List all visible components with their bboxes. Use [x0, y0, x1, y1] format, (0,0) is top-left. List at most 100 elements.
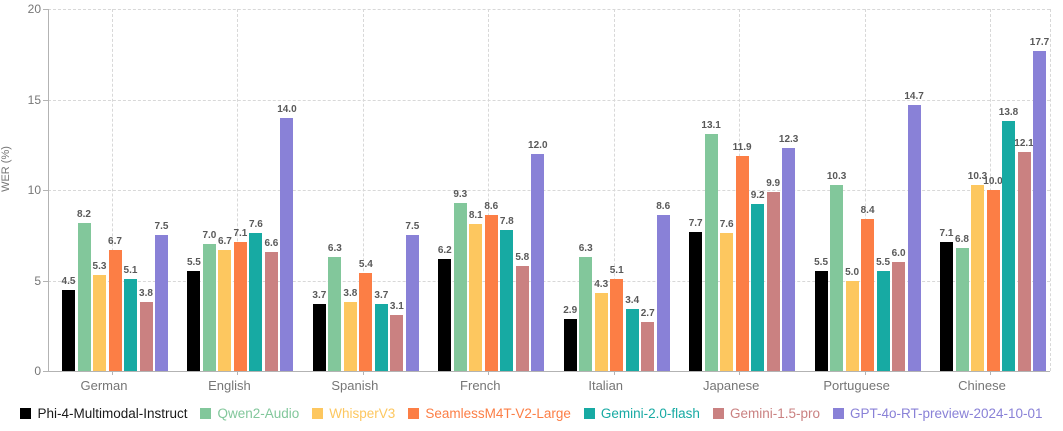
legend-item: Qwen2-Audio	[200, 406, 299, 421]
category-label: German	[80, 378, 128, 393]
category-label: Portuguese	[823, 378, 890, 393]
bar-whisperv3	[594, 293, 608, 371]
bar-gpt-4o-rt-preview-2024-10-01	[907, 104, 921, 371]
x-axis-tick	[362, 371, 364, 375]
legend-label: Gemini-2.0-flash	[600, 406, 700, 421]
legend-label: WhisperV3	[329, 406, 396, 421]
bar-seamlessm4t-v2-large	[610, 278, 624, 371]
bar-value-label: 5.1	[609, 264, 624, 276]
bar-value-label: 5.1	[123, 264, 138, 276]
bar-gpt-4o-rt-preview-2024-10-01	[280, 117, 294, 371]
bar-value-label: 5.8	[515, 252, 530, 264]
bar-value-label: 13.1	[701, 119, 721, 131]
y-tick-label: 20	[27, 2, 41, 16]
bar-gemini-2-0-flash	[876, 271, 890, 371]
bar-gemini-1-5-pro	[1017, 151, 1031, 371]
bar-gemini-2-0-flash	[1002, 121, 1015, 371]
category-label: Japanese	[702, 378, 760, 393]
bar-gpt-4o-rt-preview-2024-10-01	[782, 148, 796, 371]
gridline-horizontal	[48, 280, 1050, 282]
legend: Phi-4-Multimodal-Instruct Qwen2-Audio Whis…	[0, 406, 1063, 421]
category-label: Chinese	[958, 378, 1006, 393]
legend-swatch-icon	[712, 408, 724, 419]
legend-label: Qwen2-Audio	[217, 406, 300, 421]
bar-gpt-4o-rt-preview-2024-10-01	[155, 235, 168, 371]
y-tick-label: 0	[34, 364, 41, 378]
gridline-horizontal	[48, 190, 1050, 191]
legend-label: GPT-4o-RT-preview-2024-10-01	[849, 406, 1043, 421]
bar-value-label: 5.5	[186, 257, 201, 269]
gridline-vertical	[362, 9, 364, 371]
bar-value-label: 7.1	[939, 228, 954, 240]
bar-value-label: 7.1	[233, 228, 248, 240]
bar-gemini-1-5-pro	[892, 262, 906, 371]
bar-value-label: 8.6	[484, 201, 499, 213]
x-axis-tick	[237, 371, 239, 375]
gridline-horizontal	[48, 99, 1050, 101]
legend-item: GPT-4o-RT-preview-2024-10-01	[832, 406, 1043, 421]
bar-gemini-1-5-pro	[390, 314, 404, 371]
y-axis-tick	[43, 371, 48, 372]
legend-swatch-icon	[200, 408, 212, 419]
bar-value-label: 3.7	[312, 290, 327, 302]
bar-phi-4-multimodal-instruct	[187, 271, 201, 371]
bar-value-label: 7.0	[202, 230, 217, 242]
bar-whisperv3	[720, 233, 734, 371]
legend-swatch-icon	[20, 408, 32, 419]
bar-value-label: 12.3	[778, 134, 799, 146]
bar-gpt-4o-rt-preview-2024-10-01	[656, 215, 670, 371]
gridline-vertical	[237, 9, 239, 371]
bar-value-label: 7.6	[719, 219, 734, 231]
legend-item: SeamlessM4T-V2-Large	[408, 406, 571, 421]
bar-value-label: 3.8	[139, 288, 153, 300]
bar-value-label: 2.9	[563, 304, 578, 316]
gridline-vertical	[488, 9, 490, 371]
y-axis-tick	[43, 280, 48, 282]
bar-phi-4-multimodal-instruct	[563, 318, 577, 371]
bar-gpt-4o-rt-preview-2024-10-01	[405, 235, 419, 371]
bar-gemini-1-5-pro	[139, 302, 153, 371]
category-label: Italian	[588, 378, 624, 393]
y-axis-tick	[43, 9, 48, 10]
bar-value-label: 5.5	[814, 257, 829, 269]
legend-item: WhisperV3	[312, 406, 395, 421]
bar-value-label: 3.1	[389, 300, 404, 312]
x-axis-tick	[990, 371, 991, 375]
category-label: English	[208, 378, 251, 393]
bar-qwen2-audio	[704, 133, 718, 371]
y-tick-label: 10	[27, 183, 41, 197]
bar-value-label: 6.7	[108, 235, 122, 247]
category-label: French	[460, 378, 501, 393]
legend-label: SeamlessM4T-V2-Large	[425, 406, 571, 421]
bar-value-label: 8.2	[77, 208, 91, 220]
bar-value-label: 8.6	[656, 201, 671, 213]
legend-swatch-icon	[583, 408, 595, 419]
gridline-vertical	[112, 9, 113, 371]
x-axis-tick	[112, 371, 113, 375]
gridline-vertical	[1050, 9, 1051, 371]
y-axis-tick	[43, 99, 48, 101]
bar-value-label: 6.7	[217, 235, 232, 247]
bar-value-label: 5.0	[845, 266, 860, 278]
bar-value-label: 6.8	[955, 233, 969, 245]
bar-gemini-1-5-pro	[641, 322, 655, 371]
bar-gemini-2-0-flash	[751, 204, 765, 371]
bar-qwen2-audio	[202, 244, 216, 371]
bar-value-label: 7.5	[405, 221, 420, 233]
bar-gemini-2-0-flash	[374, 304, 388, 371]
bar-value-label: 5.4	[358, 259, 373, 271]
bar-whisperv3	[93, 275, 106, 371]
legend-item: Gemini-2.0-flash	[583, 406, 700, 421]
bar-value-label: 5.3	[92, 261, 107, 273]
bar-gemini-2-0-flash	[249, 233, 263, 371]
category-label: Spanish	[331, 378, 379, 393]
bar-value-label: 9.2	[750, 190, 765, 202]
y-axis-line	[48, 9, 49, 371]
bar-phi-4-multimodal-instruct	[689, 231, 703, 371]
bar-gpt-4o-rt-preview-2024-10-01	[1033, 50, 1046, 371]
bar-seamlessm4t-v2-large	[986, 190, 1000, 371]
y-tick-label: 15	[27, 92, 41, 107]
bar-whisperv3	[971, 184, 984, 371]
bar-gemini-2-0-flash	[124, 278, 137, 371]
bar-value-label: 17.7	[1029, 36, 1050, 48]
